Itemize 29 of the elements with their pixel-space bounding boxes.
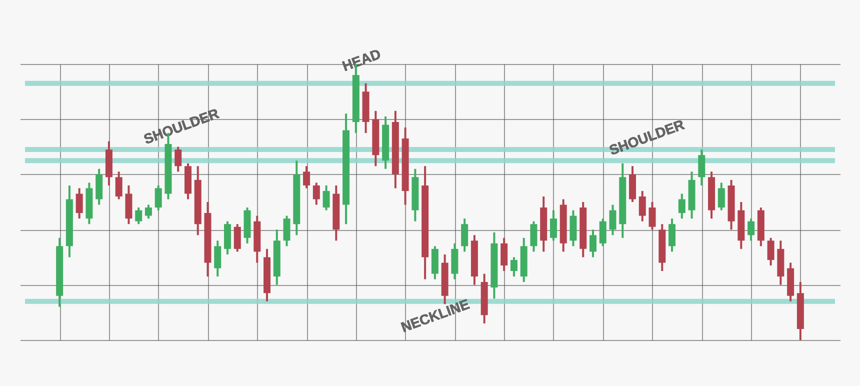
candlestick xyxy=(668,218,676,253)
candlestick xyxy=(283,214,290,248)
candlestick xyxy=(174,146,182,173)
candlestick xyxy=(500,236,508,272)
candlestick xyxy=(76,187,83,220)
candlestick xyxy=(312,182,320,206)
candlestick xyxy=(135,206,142,226)
candlestick xyxy=(767,236,774,266)
candlestick xyxy=(599,218,606,248)
candlestick xyxy=(530,220,538,253)
ref-line-label: HEAD xyxy=(340,46,383,74)
candlestick xyxy=(698,148,706,186)
candlestick xyxy=(510,256,518,278)
candlestick xyxy=(718,182,725,212)
candlestick xyxy=(461,218,468,253)
candlestick xyxy=(638,190,646,222)
candlestick xyxy=(214,240,222,278)
candlestick xyxy=(115,170,122,200)
candlestick xyxy=(648,201,656,231)
candlestick xyxy=(748,218,755,242)
candlestick xyxy=(154,184,162,212)
candlestick xyxy=(234,223,241,253)
candlestick xyxy=(609,204,616,236)
candlestick xyxy=(678,192,686,220)
candlestick xyxy=(550,209,557,242)
candlestick xyxy=(589,228,596,258)
candlestick xyxy=(144,204,152,220)
candlestick xyxy=(303,165,310,190)
candlestick xyxy=(322,184,330,212)
